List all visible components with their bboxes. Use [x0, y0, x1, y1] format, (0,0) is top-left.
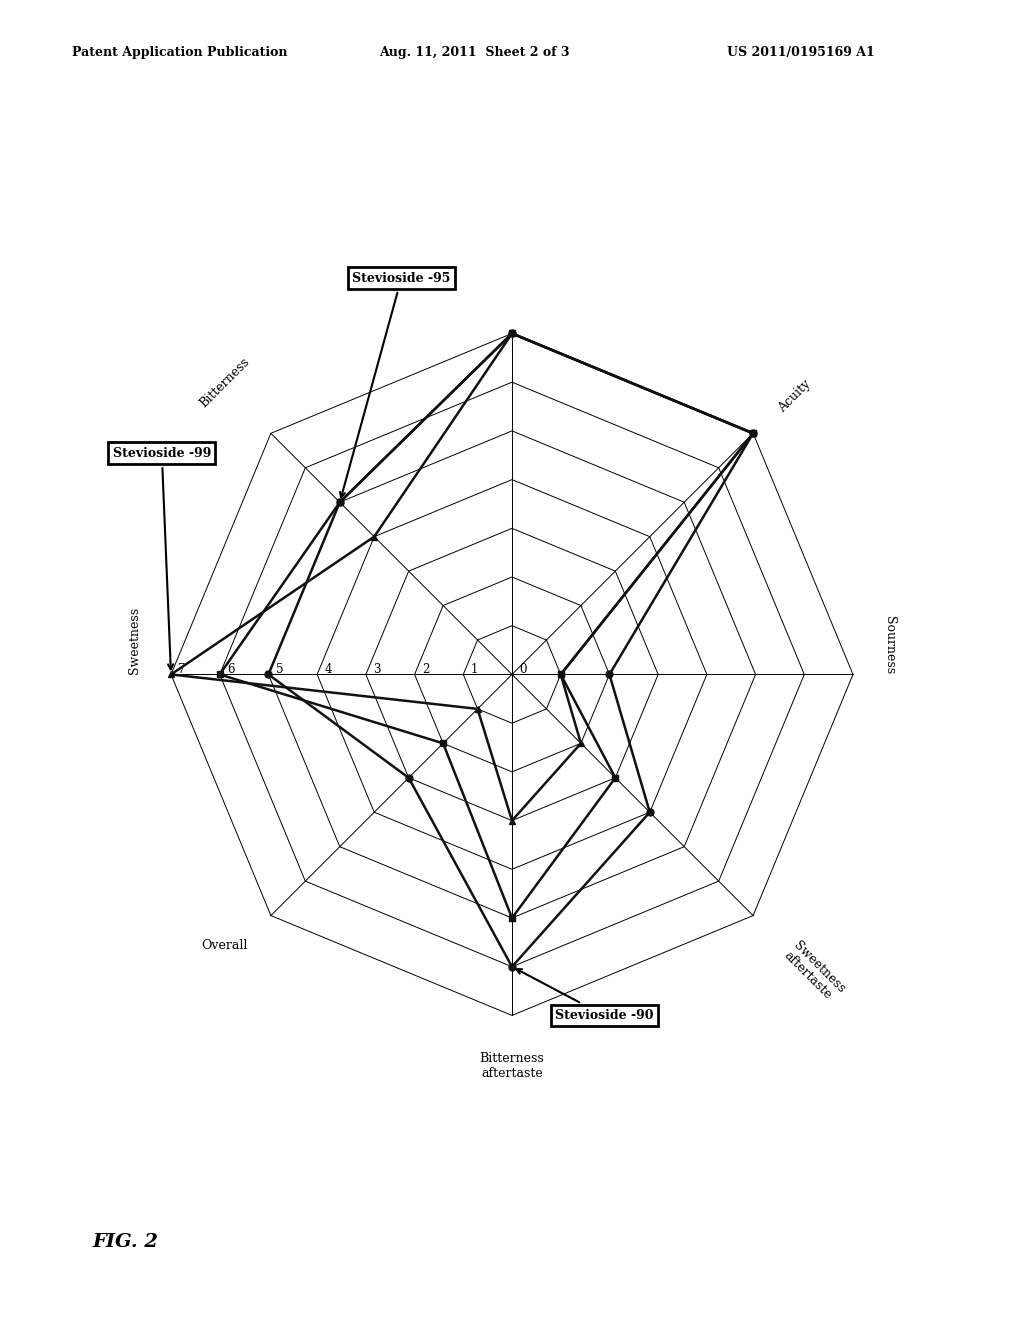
Text: Acuity: Acuity — [776, 378, 814, 414]
Text: Stevioside -90: Stevioside -90 — [516, 969, 653, 1022]
Text: 5: 5 — [275, 664, 284, 676]
Text: Sweetness
aftertaste: Sweetness aftertaste — [780, 939, 848, 1006]
Text: 7: 7 — [178, 664, 186, 676]
Text: 6: 6 — [227, 664, 234, 676]
Text: Bitterness: Bitterness — [198, 355, 253, 411]
Text: 0: 0 — [519, 664, 527, 676]
Text: US 2011/0195169 A1: US 2011/0195169 A1 — [727, 46, 874, 59]
Text: 1: 1 — [471, 664, 478, 676]
Text: Aug. 11, 2011  Sheet 2 of 3: Aug. 11, 2011 Sheet 2 of 3 — [379, 46, 569, 59]
Text: 2: 2 — [422, 664, 429, 676]
Text: Bitterness
aftertaste: Bitterness aftertaste — [479, 1052, 545, 1080]
Text: Sourness: Sourness — [884, 616, 896, 675]
Text: Stevioside -99: Stevioside -99 — [113, 446, 211, 669]
Text: FIG. 2: FIG. 2 — [92, 1233, 158, 1251]
Text: 3: 3 — [373, 664, 381, 676]
Text: Overall: Overall — [202, 939, 248, 952]
Text: Stevioside -95: Stevioside -95 — [340, 272, 451, 498]
Text: Patent Application Publication: Patent Application Publication — [72, 46, 287, 59]
Text: Sweetness: Sweetness — [128, 607, 140, 675]
Text: 4: 4 — [325, 664, 332, 676]
